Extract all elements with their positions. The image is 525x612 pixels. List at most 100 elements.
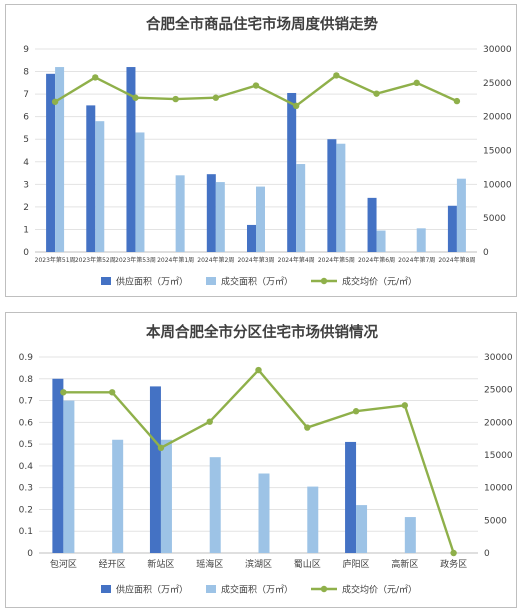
bar [209, 457, 221, 553]
x-tick-label: 2024年第3周 [237, 256, 274, 264]
bar [86, 105, 96, 252]
legend-swatch [101, 277, 111, 285]
x-tick-label: 包河区 [50, 558, 77, 570]
y-tick-label: 0.1 [19, 527, 33, 537]
bar [215, 182, 225, 252]
bar [345, 441, 357, 553]
bar [135, 132, 145, 252]
y-tick-label: 0.4 [19, 462, 34, 472]
price-point [255, 366, 262, 374]
y-tick-label: 0.9 [19, 353, 34, 363]
y-tick-label: 7 [23, 90, 29, 100]
chart-title: 合肥全市商品住宅市场周度供销走势 [145, 15, 378, 33]
bar [149, 386, 161, 553]
y2-tick-label: 20000 [483, 113, 512, 123]
price-point [304, 424, 311, 431]
x-tick-label: 2024年第7周 [398, 256, 435, 264]
x-tick-label: 2024年第4周 [278, 256, 315, 264]
price-point [401, 402, 409, 409]
price-point [60, 389, 67, 396]
bar [307, 486, 319, 553]
bar [367, 197, 377, 252]
price-point [206, 418, 213, 425]
bar [63, 400, 75, 553]
bar [126, 67, 136, 252]
bar [55, 67, 65, 252]
x-tick-label: 2024年第5周 [318, 256, 355, 264]
legend-label: 成交均价（元/㎡） [342, 276, 417, 288]
y2-tick-label: 30000 [484, 353, 513, 363]
legend-label: 成交面积（万㎡） [221, 584, 293, 596]
y-tick-label: 0.3 [19, 484, 33, 494]
price-point [373, 90, 380, 97]
legend-swatch [101, 585, 111, 593]
legend-marker [320, 585, 328, 593]
bar [447, 205, 457, 252]
x-tick-label: 2024年第1周 [157, 256, 194, 264]
price-point [172, 95, 179, 103]
price-point [157, 444, 165, 452]
y-tick-label: 0.8 [19, 375, 34, 385]
district-supply-sales-chart: 本周合肥全市分区住宅市场供销情况 0 0.1 0.2 0.3 0.4 0.5 0.6 0.7 0… [19, 323, 513, 596]
y2-tick-label: 10000 [484, 484, 513, 494]
bar [160, 439, 172, 553]
bar [376, 230, 386, 252]
y2-tick-label: 5000 [483, 214, 506, 224]
district-supply-sales-chart-panel: 本周合肥全市分区住宅市场供销情况 0 0.1 0.2 0.3 0.4 0.5 0.6 0.7 0… [5, 312, 517, 608]
x-tick-label: 2023年第53周 [115, 256, 156, 264]
y-tick-label: 1 [23, 225, 29, 235]
y2-tick-label: 25000 [483, 79, 512, 89]
y2-tick-label: 5000 [484, 516, 507, 526]
bar [336, 143, 346, 252]
price-point [352, 408, 360, 415]
x-tick-label: 2024年第6周 [358, 256, 395, 264]
bar [52, 378, 64, 553]
legend-label: 成交均价（元/㎡） [342, 584, 417, 596]
legend-swatch [206, 277, 216, 285]
y-tick-label: 2 [23, 203, 29, 213]
y2-tick-label: 25000 [484, 386, 513, 396]
price-point [108, 389, 116, 396]
y2-tick-label: 0 [483, 248, 489, 258]
x-tick-label: 2023年第52周 [75, 256, 116, 264]
price-point [413, 79, 420, 87]
price-line [54, 74, 458, 108]
price-point [450, 549, 457, 557]
y-tick-label: 0.7 [19, 397, 33, 407]
price-point [132, 94, 139, 101]
legend-label: 供应面积（万㎡） [116, 584, 188, 596]
y-tick-label: 4 [23, 158, 29, 168]
bar [327, 139, 337, 252]
y2-tick-label: 0 [484, 549, 490, 559]
y-tick-label: 0.5 [19, 440, 33, 450]
bar [256, 186, 265, 252]
y-tick-label: 5 [23, 135, 29, 145]
y-tick-label: 8 [23, 68, 29, 78]
x-tick-label: 高新区 [391, 558, 418, 570]
price-point [92, 74, 99, 81]
bar [404, 517, 416, 553]
price-point [212, 94, 220, 101]
price-point [292, 102, 300, 110]
price-point [51, 98, 59, 105]
y-tick-label: 3 [23, 180, 29, 190]
x-tick-label: 2023年第51周 [35, 256, 76, 264]
bar [112, 439, 124, 553]
y-tick-label: 6 [23, 113, 29, 123]
x-tick-label: 2024年第8周 [438, 256, 475, 264]
price-point [252, 82, 260, 89]
x-tick-label: 滨湖区 [245, 558, 272, 570]
bar [296, 164, 306, 252]
weekly-supply-sales-chart-panel: 合肥全市商品住宅市场周度供销走势 0 1 2 3 4 5 6 7 8 9 0 5000 10000 150… [5, 4, 517, 297]
legend-marker [320, 277, 328, 285]
chart-title: 本周合肥全市分区住宅市场供销情况 [146, 323, 378, 341]
y-tick-label: 0.6 [19, 418, 34, 428]
bar [175, 175, 185, 252]
y-tick-label: 9 [23, 45, 29, 55]
legend-swatch [206, 585, 216, 593]
y-tick-label: 0.2 [19, 505, 33, 515]
y-tick-label: 0 [23, 248, 29, 258]
bar [46, 73, 56, 252]
bar [95, 121, 105, 252]
x-tick-label: 2024年第2周 [197, 256, 234, 264]
